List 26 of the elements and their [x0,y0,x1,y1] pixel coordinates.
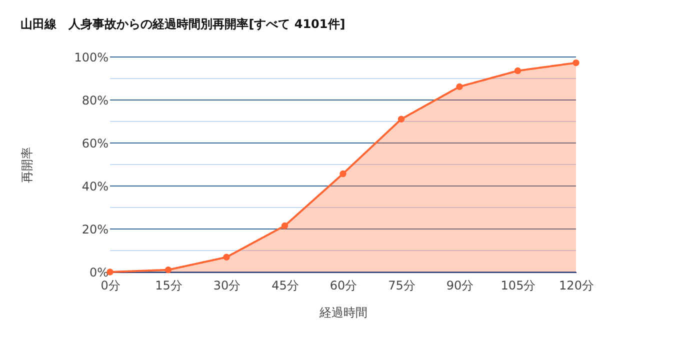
point [164,266,172,274]
x-tick-label: 120分 [559,278,594,292]
chart-title: 山田線 人身事故からの経過時間別再開率[すべて 4101件] [20,17,346,31]
point [514,67,522,74]
point [456,83,463,90]
x-tick-label: 75分 [388,278,416,292]
y-tick-label: 20% [82,222,108,236]
x-tick-label: 0分 [100,278,120,292]
x-tick-label: 15分 [155,278,182,292]
x-tick-label: 90分 [446,278,474,292]
x-tick-label: 45分 [272,278,299,292]
y-tick-label: 0% [89,266,108,280]
point [223,254,230,261]
y-tick-label: 80% [82,94,108,108]
point [398,116,405,122]
y-tick-label: 60% [82,136,108,150]
x-tick-label: 105分 [500,278,536,292]
x-tick-label: 30分 [213,278,241,292]
x-axis-title: 経過時間 [318,306,368,320]
point [281,222,288,230]
point [340,170,346,178]
y-tick-label: 40% [82,180,108,194]
y-tick-label: 100% [74,50,108,64]
point [572,59,580,66]
y-axis-title: 再開率 [20,147,34,183]
x-tick-label: 60分 [330,278,358,292]
